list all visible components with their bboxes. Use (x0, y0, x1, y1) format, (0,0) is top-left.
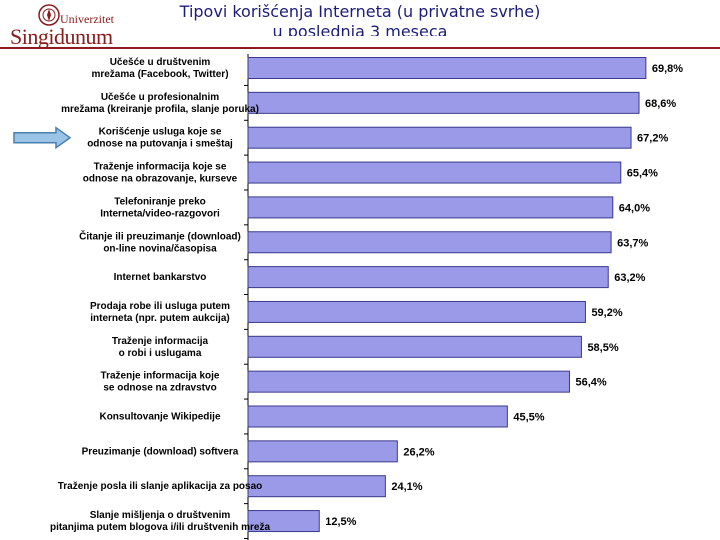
seal-icon (38, 4, 60, 26)
category-label: Korišćenje usluga koje se odnose na putov… (87, 127, 233, 150)
category-label: Slanje mišljenja o društvenim pitanjima p… (50, 510, 270, 533)
bar (247, 335, 582, 358)
category-label: Traženje informacija koje se odnose na zd… (101, 371, 220, 394)
title-line-1: Tipovi korišćenja Interneta (u privatne … (179, 2, 541, 21)
category-label-line: Učešće u društvenim (110, 57, 211, 68)
bar-value-label: 64,0% (619, 202, 650, 214)
bar-value-label: 45,5% (513, 412, 544, 424)
category-label-line: Učešće u profesionalnim (101, 92, 219, 103)
category-label-line: on-line novina/časopisa (103, 243, 217, 254)
logo-text-university: Univerzitet (60, 12, 114, 26)
bar (247, 161, 622, 184)
category-label: Čitanje ili preuzimanje (download) on-lin… (79, 229, 241, 254)
category-label-line: Interneta/video-razgovori (100, 208, 220, 219)
category-label-line: mrežama (kreiranje profila, slanje poruk… (61, 104, 259, 115)
bar-value-label: 68,6% (645, 98, 676, 110)
category-label-line: Telefoniranje preko (114, 196, 206, 207)
bar (247, 300, 586, 323)
category-label: Učešće u profesionalnim mrežama (kreiranj… (61, 92, 259, 115)
category-label: Preuzimanje (download) softvera (82, 446, 239, 457)
bar (247, 370, 570, 393)
category-label-line: Traženje informacija koje (101, 371, 220, 382)
category-label: Traženje posla ili slanje aplikacija za … (58, 481, 263, 492)
category-label-line: o robi i uslugama (119, 348, 202, 359)
category-label-line: odnose na obrazovanje, kurseve (83, 174, 238, 185)
page-title: Tipovi korišćenja Interneta (u privatne … (120, 2, 600, 36)
bar-value-label: 58,5% (587, 342, 618, 354)
category-label-line: interneta (npr. putem aukcija) (90, 313, 229, 324)
bar-value-label: 12,5% (325, 516, 356, 528)
bar-value-label: 24,1% (391, 481, 422, 493)
bar-value-label: 63,2% (614, 272, 645, 284)
bar (247, 440, 398, 463)
category-label-line: Slanje mišljenja o društvenim (90, 510, 231, 521)
category-label: Internet bankarstvo (114, 272, 207, 283)
category-label-line: Preuzimanje (download) softvera (82, 446, 239, 457)
category-label-line: Traženje informacija (112, 336, 209, 347)
bar (247, 510, 320, 533)
bar-value-label: 65,4% (627, 168, 658, 180)
highlight-arrow-icon (13, 126, 72, 150)
category-label: Konsultovanje Wikipedije (99, 412, 220, 423)
bar (247, 126, 632, 149)
category-label-line: Konsultovanje Wikipedije (99, 412, 220, 423)
bar (247, 91, 640, 114)
bar (247, 405, 508, 428)
logo-text-name: Singidunum (10, 24, 113, 49)
category-label-line: Traženje posla ili slanje aplikacija za … (58, 481, 263, 492)
title-line-2: u poslednja 3 meseca (272, 22, 448, 36)
category-label: Traženje informacija koje se odnose na ob… (83, 162, 238, 185)
bar (247, 57, 647, 79)
category-label-line: se odnose na zdravstvo (103, 383, 216, 394)
university-logo: Univerzitet Singidunum (8, 4, 114, 49)
category-label-line: pitanjima putem blogova i/ili društvenih… (50, 522, 270, 533)
category-label-line: Internet bankarstvo (114, 272, 207, 283)
bar-value-label: 59,2% (591, 307, 622, 319)
bar (247, 475, 386, 498)
category-label-line: Korišćenje usluga koje se (99, 127, 222, 138)
bar-value-label: 56,4% (575, 377, 606, 389)
category-label: Traženje informacija o robi i uslugama (112, 336, 209, 359)
category-label: Telefoniranje preko Interneta/video-razgo… (100, 196, 220, 219)
category-label-line: mrežama (Facebook, Twitter) (91, 69, 228, 80)
bar-value-label: 69,8% (652, 63, 683, 75)
bar (247, 266, 609, 289)
header-divider (0, 47, 720, 49)
category-label: Prodaja robe ili usluga putem interneta (… (90, 301, 230, 324)
category-label-line: odnose na putovanja i smeštaj (87, 139, 233, 150)
bar-value-label: 63,7% (617, 237, 648, 249)
bar-value-label: 67,2% (637, 133, 668, 145)
category-label-line: Prodaja robe ili usluga putem (90, 301, 230, 312)
bar (247, 231, 612, 254)
category-label-line: Traženje informacija koje se (94, 162, 227, 173)
category-label: Učešće u društvenim mrežama (Facebook, Tw… (91, 57, 228, 80)
bar (247, 196, 614, 219)
category-label-line: Čitanje ili preuzimanje (download) (79, 229, 241, 242)
bar-value-label: 26,2% (403, 446, 434, 458)
